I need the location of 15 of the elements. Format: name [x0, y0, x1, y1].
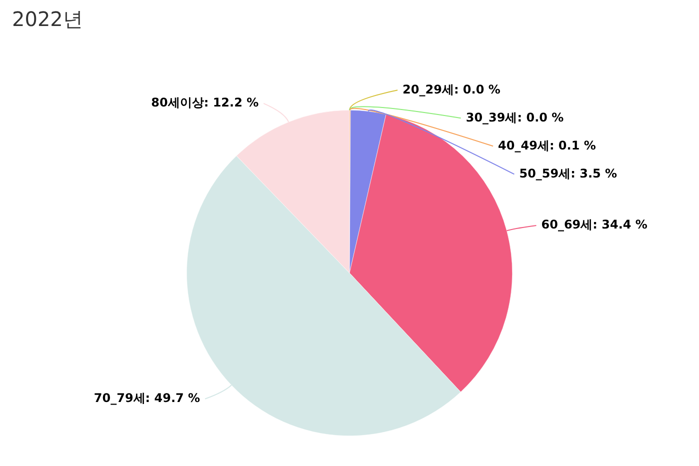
data-label: : 12.2 %	[204, 96, 259, 110]
text: : 0.0 %	[454, 82, 500, 96]
data-label: : 0.1 %	[549, 138, 596, 152]
slice-label: 70_79세	[94, 391, 146, 406]
data-label: : 49.7 %	[145, 391, 200, 406]
slice-label: 60_69세	[541, 218, 593, 232]
chart-title: 2022년	[12, 6, 83, 33]
category-label: 20_29세	[402, 82, 454, 96]
data-label: : 34.4 %	[592, 218, 648, 232]
slice-label: 50_59세	[519, 166, 571, 180]
data-label: : 3.5 %	[570, 166, 618, 180]
slice-label: 80세이상	[151, 96, 204, 110]
text: : 0.0 %	[517, 110, 564, 124]
slice-label: 40_49세	[498, 138, 550, 152]
category-label: 30_39세	[466, 110, 518, 124]
